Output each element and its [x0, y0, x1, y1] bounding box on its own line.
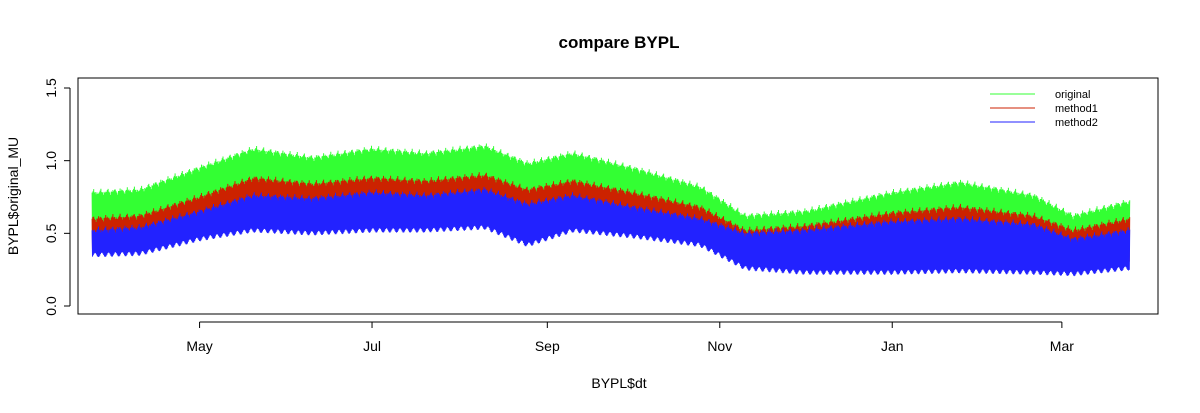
x-tick-label: Jul [363, 338, 381, 354]
y-tick-label: 1.5 [43, 78, 59, 98]
legend: original method1 method2 [990, 89, 1098, 129]
x-tick-label: Jan [881, 338, 904, 354]
legend-label-original: original [1055, 89, 1090, 101]
legend-label-method2: method2 [1055, 117, 1098, 129]
x-tick-label: Nov [707, 338, 732, 354]
series-line-method2 [91, 187, 1131, 277]
legend-label-method1: method1 [1055, 103, 1098, 115]
x-axis: May Jul Sep Nov Jan Mar [186, 321, 1074, 354]
x-axis-label: BYPL$dt [591, 375, 646, 391]
y-axis: 0.0 0.5 1.0 1.5 [43, 78, 71, 316]
x-tick-label: Sep [535, 338, 560, 354]
series-layer [91, 143, 1131, 277]
y-tick-label: 0.5 [43, 223, 59, 243]
x-tick-label: May [186, 338, 212, 354]
plot-frame [77, 77, 1159, 315]
chart-title: compare BYPL [559, 33, 680, 52]
y-tick-label: 0.0 [43, 296, 59, 316]
x-tick-label: Mar [1050, 338, 1074, 354]
y-axis-label: BYPL$original_MU [5, 137, 21, 255]
y-tick-label: 1.0 [43, 151, 59, 171]
